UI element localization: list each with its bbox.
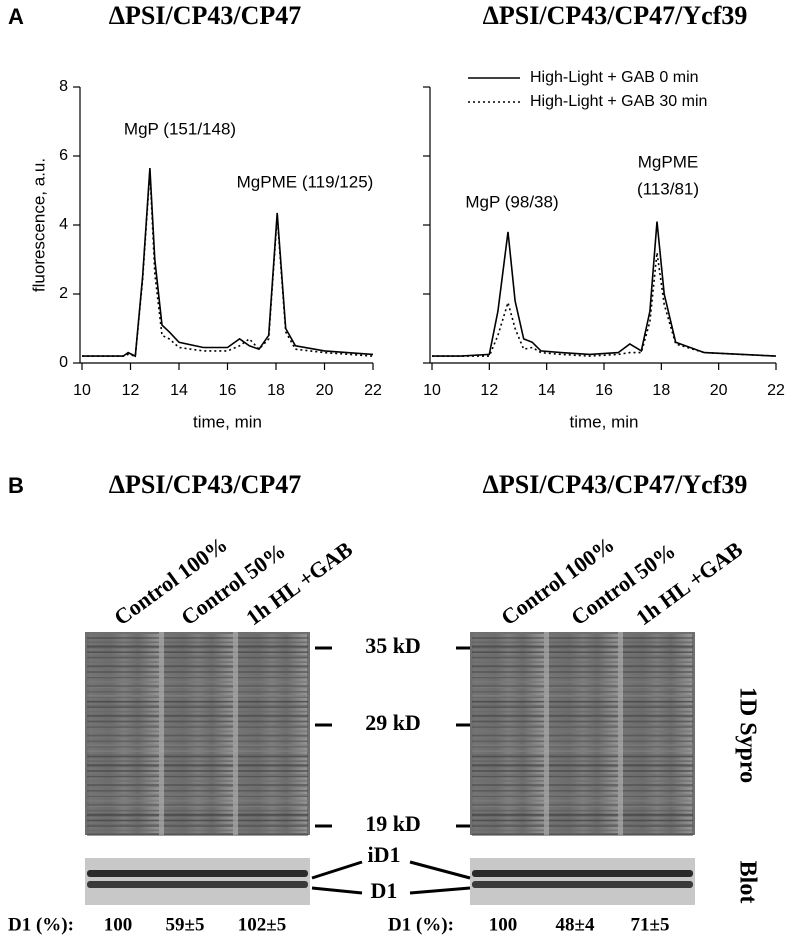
panel-label: B	[8, 473, 24, 498]
x-tick-label: 10	[423, 382, 441, 399]
x-tick-label: 20	[316, 382, 334, 399]
blot-band	[87, 870, 308, 877]
x-tick-label: 18	[267, 382, 285, 399]
x-tick-label: 10	[73, 382, 91, 399]
peak-annotation: (113/81)	[637, 179, 699, 198]
band-label: iD1	[368, 842, 401, 867]
gel-title: ΔPSI/CP43/CP47/Ycf39	[483, 470, 748, 499]
marker-label: 35 kD	[365, 633, 421, 658]
lane-label: Control 100%	[109, 531, 232, 630]
band-pointer	[409, 886, 471, 895]
x-tick-label: 12	[480, 382, 498, 399]
gel-lane	[237, 634, 307, 833]
x-tick-label: 14	[538, 382, 556, 399]
gel-lane	[163, 634, 233, 833]
d1-row-label: D1 (%):	[388, 914, 454, 935]
peak-annotation: MgPME	[638, 152, 698, 171]
d1-value: 102±5	[238, 914, 286, 935]
panel-label: A	[8, 4, 24, 29]
x-axis-label: time, min	[193, 412, 262, 431]
gel-title: ΔPSI/CP43/CP47	[109, 470, 302, 499]
marker-label: 19 kD	[365, 811, 421, 836]
lane-gap	[544, 632, 549, 835]
gel-lane	[622, 634, 692, 833]
blot-label: Blot	[734, 861, 760, 904]
x-tick-label: 18	[652, 382, 670, 399]
d1-value: 71±5	[631, 914, 670, 935]
data-line	[82, 168, 374, 358]
peak-annotation: MgP (98/38)	[465, 192, 558, 211]
x-tick-label: 16	[219, 382, 237, 399]
data-line	[82, 171, 374, 358]
x-axis-label: time, min	[570, 412, 639, 431]
data-line	[432, 221, 777, 357]
stain-label: 1D Sypro	[734, 687, 760, 783]
blot-band	[472, 881, 693, 888]
band-pointer	[311, 886, 363, 895]
y-tick-label: 4	[59, 216, 68, 233]
x-tick-label: 14	[170, 382, 188, 399]
lane-gap	[233, 632, 238, 835]
x-tick-label: 22	[364, 382, 382, 399]
chart-title: ΔPSI/CP43/CP47/Ycf39	[483, 1, 748, 30]
y-axis-label: fluorescence, a.u.	[29, 158, 48, 292]
gel-lane	[474, 634, 544, 833]
chart-title: ΔPSI/CP43/CP47	[109, 1, 302, 30]
band-label: D1	[371, 878, 398, 903]
blot-band	[87, 881, 308, 888]
gel-lane	[548, 634, 618, 833]
d1-row-label: D1 (%):	[8, 914, 74, 935]
blot-band	[472, 870, 693, 877]
d1-value: 48±4	[556, 914, 595, 935]
y-tick-label: 8	[59, 78, 68, 95]
d1-value: 59±5	[166, 914, 205, 935]
d1-value: 100	[104, 914, 133, 935]
legend-label: High-Light + GAB 30 min	[530, 93, 707, 110]
y-tick-label: 0	[59, 354, 68, 371]
d1-value: 100	[489, 914, 518, 935]
gel-layer	[85, 632, 695, 905]
lane-gap	[159, 632, 164, 835]
band-pointer	[409, 860, 471, 880]
x-tick-label: 12	[122, 382, 140, 399]
y-tick-label: 6	[59, 147, 68, 164]
x-tick-label: 20	[710, 382, 728, 399]
marker-label: 29 kD	[365, 710, 421, 735]
peak-annotation: MgP (151/148)	[124, 119, 236, 138]
lane-gap	[618, 632, 623, 835]
peak-annotation: MgPME (119/125)	[237, 172, 374, 191]
data-line	[432, 252, 777, 357]
band-pointer	[311, 860, 363, 880]
x-tick-label: 22	[767, 382, 785, 399]
gel-lane	[89, 634, 159, 833]
legend-label: High-Light + GAB 0 min	[530, 69, 699, 86]
x-tick-label: 16	[595, 382, 613, 399]
y-tick-label: 2	[59, 285, 68, 302]
